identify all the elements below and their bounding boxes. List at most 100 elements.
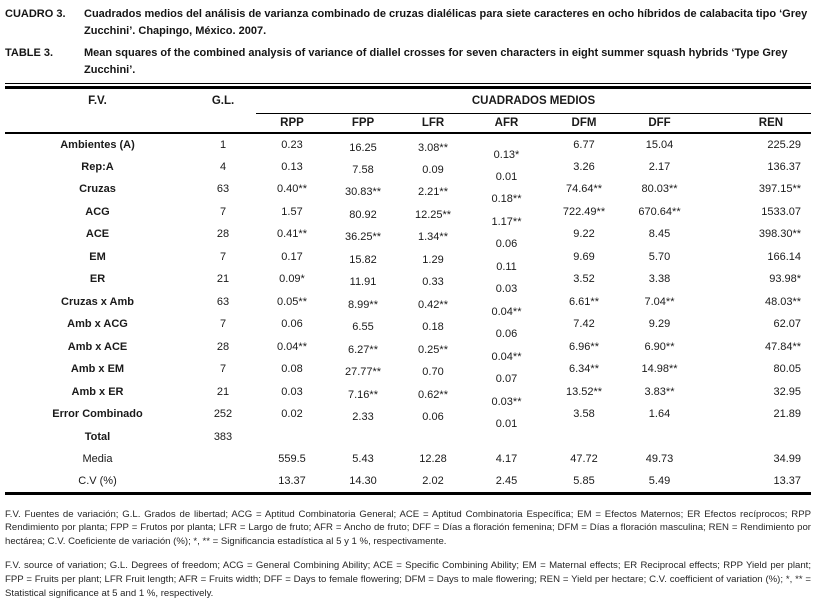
table-row: Ambientes (A) 1 0.23 16.25 3.08** 0.13* 6.77 15… (5, 133, 811, 161)
cell-rpp: 0.06 (281, 318, 303, 331)
table-row: EM 7 0.17 15.82 1.29 0.11 9.69 5.70 166.14 (5, 246, 811, 273)
cell-fpp: 30.83** (344, 186, 382, 199)
cell-dfm: 5.85 (573, 475, 595, 487)
cell-gl: 4 (219, 160, 227, 173)
cell-ren: 47.84** (764, 340, 802, 353)
row-label: EM (89, 250, 106, 263)
cell-fpp: 7.16** (348, 388, 378, 401)
column-header-gl: G.L. (211, 95, 235, 107)
caption-text-en: Mean squares of the combined analysis of… (84, 47, 788, 76)
table-row: Error Combinado 252 0.02 2.33 0.06 0.01 3.58 1.… (5, 403, 811, 430)
table-row: ER 21 0.09* 11.91 0.33 0.03 3.52 3.38 93.98* (5, 268, 811, 295)
cell-dfm: 7.42 (573, 318, 595, 331)
row-label: Cruzas (79, 183, 116, 196)
cell-ren: 13.37 (773, 475, 802, 487)
row-label: Amb x ACG (67, 318, 128, 331)
cell-fpp: 5.43 (352, 453, 374, 466)
cell-fpp: 14.30 (349, 475, 377, 487)
column-header-empty-fv (5, 113, 190, 134)
cell-rpp: 0.08 (281, 363, 303, 376)
cell-fpp: 80.92 (349, 208, 377, 221)
row-label: Amb x EM (70, 363, 125, 376)
cell-fpp: 15.82 (349, 253, 377, 266)
cell-dff: 9.29 (648, 318, 671, 331)
cell-rpp: 559.5 (278, 453, 306, 466)
row-label: Cruzas x Amb (61, 295, 134, 308)
cell-lfr: 1.34** (418, 231, 448, 244)
cell-dfm: 6.96** (569, 340, 599, 353)
cell-dfm: 722.49** (562, 205, 606, 218)
cell-dfm: 9.22 (573, 228, 595, 241)
cell-gl: 383 (213, 430, 233, 443)
cell-gl: 7 (219, 363, 227, 376)
cell-ren: 397.15** (758, 183, 802, 196)
cell-gl: 63 (216, 295, 230, 308)
cell-gl: 252 (213, 408, 233, 421)
column-header-lfr: LFR (398, 113, 468, 134)
cell-afr: 0.06 (495, 328, 518, 341)
cell-gl: 63 (216, 183, 230, 196)
cell-dfm: 74.64** (565, 183, 603, 196)
cell-gl (190, 448, 256, 471)
column-header-dff: DFF (623, 113, 696, 134)
table-row: Cruzas x Amb 63 0.05** 8.99** 0.42** 0.04** 6.… (5, 291, 811, 318)
cell-gl: 1 (219, 138, 227, 151)
cell-afr: 0.11 (496, 260, 517, 273)
anova-table: F.V. G.L. CUADRADOS MEDIOS RPP FPP LFR A… (5, 89, 812, 495)
cell-lfr: 3.08** (418, 141, 448, 154)
cell-rpp: 0.09* (279, 273, 305, 286)
cell-dff: 5.49 (648, 475, 671, 487)
row-label: Error Combinado (52, 408, 143, 421)
caption-label-en: TABLE 3. (5, 47, 54, 59)
table-row: Rep:A 4 0.13 7.58 0.09 0.01 3.26 2.17 136.37 (5, 156, 811, 183)
column-header-fv: F.V. (88, 95, 107, 107)
cell-afr: 0.18** (491, 193, 522, 206)
cell-ren: 398.30** (758, 228, 802, 241)
cell-rpp: 0.04** (277, 340, 307, 353)
cell-dff (623, 426, 696, 449)
table-row: Amb x ACE 28 0.04** 6.27** 0.25** 0.04** 6.96*… (5, 336, 811, 363)
cell-dfm: 3.52 (573, 273, 595, 286)
table-header: F.V. G.L. CUADRADOS MEDIOS RPP FPP LFR A… (5, 89, 812, 134)
table-row: ACG 7 1.57 80.92 12.25** 1.17** 722.49** 670.64… (5, 201, 811, 228)
cell-afr: 0.07 (495, 373, 518, 386)
cell-dfm: 6.34** (569, 363, 599, 376)
cell-dff: 2.17 (648, 160, 671, 173)
cell-rpp: 1.57 (281, 205, 303, 218)
cell-ren (696, 426, 811, 449)
table-caption-spanish: CUADRO 3. Cuadrados medios del análisis … (5, 6, 811, 39)
cell-afr: 1.17** (491, 215, 522, 228)
cell-gl: 7 (219, 205, 227, 218)
table-row: Amb x ER 21 0.03 7.16** 0.62** 0.03** 13.52** 3… (5, 381, 811, 408)
column-header-dfm: DFM (545, 113, 623, 134)
cell-dfm: 3.26 (573, 160, 595, 173)
cell-lfr: 1.29 (422, 253, 444, 266)
cell-dff: 6.90** (644, 340, 675, 353)
cell-dff: 670.64** (638, 205, 681, 218)
column-header-ren: REN (696, 113, 812, 134)
cell-dff: 7.04** (644, 295, 675, 308)
footnote-english: F.V. source of variation; G.L. Degrees o… (5, 559, 811, 599)
cell-lfr (398, 426, 468, 449)
cell-dff: 3.83** (644, 385, 675, 398)
row-label: C.V (%) (78, 475, 117, 487)
cell-rpp (256, 426, 328, 449)
cell-dff: 5.70 (648, 250, 671, 263)
cell-ren: 21.89 (773, 408, 802, 421)
cell-gl: 7 (219, 250, 227, 263)
row-label: Total (84, 430, 111, 443)
cell-afr: 0.03** (491, 395, 522, 408)
cell-rpp: 0.41** (277, 228, 307, 241)
cell-lfr: 12.25** (414, 208, 452, 221)
cell-dfm: 3.58 (573, 408, 595, 421)
cell-lfr: 12.28 (419, 453, 447, 466)
cell-dfm: 6.77 (573, 138, 595, 151)
cell-rpp: 0.23 (281, 138, 303, 151)
cell-fpp: 6.55 (352, 321, 374, 334)
cell-ren: 62.07 (773, 318, 802, 331)
cell-lfr: 0.25** (418, 343, 448, 356)
table-row: Amb x EM 7 0.08 27.77** 0.70 0.07 6.34** 14.98*… (5, 358, 811, 386)
cell-lfr: 2.21** (418, 186, 448, 199)
cell-dfm: 47.72 (570, 453, 598, 466)
row-label: Amb x ACE (67, 340, 128, 353)
